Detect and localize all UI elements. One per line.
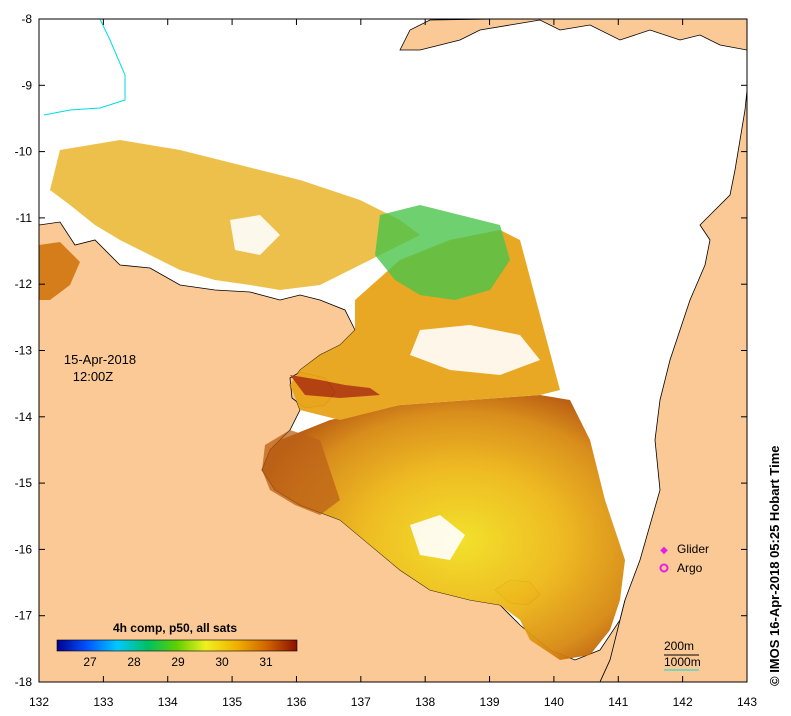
glider-marker-icon: ◆: [660, 545, 668, 556]
lon-tick-label: 132: [29, 695, 49, 709]
sst-data-layer: [39, 140, 625, 660]
lat-tick-label: -9: [21, 78, 32, 92]
lat-tick-label: -18: [15, 675, 33, 689]
argo-label: Argo: [677, 561, 703, 575]
lon-tick-label: 140: [544, 695, 564, 709]
lat-tick-label: -14: [15, 410, 33, 424]
land-cape-york: [599, 19, 747, 682]
lat-tick-label: -11: [16, 211, 33, 225]
date-label: 15-Apr-2018: [64, 352, 136, 367]
time-label: 12:00Z: [73, 369, 114, 384]
lon-tick-label: 141: [608, 695, 628, 709]
lon-tick-label: 134: [158, 695, 178, 709]
lat-tick-label: -15: [15, 476, 33, 490]
colorbar-title: 4h comp, p50, all sats: [113, 621, 237, 635]
longitude-axis: 132 133 134 135 136 137 138 139 140 141 142 143: [29, 19, 757, 709]
land-new-guinea: [399, 19, 747, 51]
colorbar-gradient: [56, 639, 298, 652]
colorbar-tick-label: 31: [259, 655, 273, 669]
imos-credit: © IMOS 16-Apr-2018 05:25 Hobart Time: [767, 445, 782, 686]
lon-tick-label: 133: [93, 695, 113, 709]
lat-tick-label: -16: [15, 542, 33, 556]
colorbar-tick-label: 28: [127, 655, 141, 669]
glider-label: Glider: [677, 542, 709, 556]
lat-tick-label: -10: [15, 145, 33, 159]
lat-tick-label: -8: [21, 12, 32, 26]
lat-tick-label: -12: [15, 277, 33, 291]
colorbar-tick-label: 30: [215, 655, 229, 669]
colorbar: 4h comp, p50, all sats 27 28 29 30 31: [56, 621, 298, 669]
colorbar-tick-label: 29: [171, 655, 185, 669]
lon-tick-label: 136: [286, 695, 306, 709]
lon-tick-label: 139: [480, 695, 500, 709]
latitude-axis: -8 -9 -10 -11 -12 -13 -14 -15 -16 -17 -18: [15, 12, 747, 689]
contour-1000-label: 1000m: [664, 655, 701, 669]
lon-tick-label: 138: [415, 695, 435, 709]
lon-tick-label: 142: [673, 695, 693, 709]
contour-1000m: [43, 19, 126, 116]
contour-200-label: 200m: [664, 639, 694, 653]
obs-legend: ◆ Glider Argo 200m 1000m: [659, 542, 709, 671]
lon-tick-label: 137: [351, 695, 371, 709]
lat-tick-label: -13: [15, 344, 33, 358]
argo-marker-icon: [659, 563, 669, 573]
colorbar-tick-label: 27: [83, 655, 97, 669]
lon-tick-label: 143: [737, 695, 757, 709]
lon-tick-label: 135: [222, 695, 242, 709]
lat-tick-label: -17: [15, 609, 33, 623]
